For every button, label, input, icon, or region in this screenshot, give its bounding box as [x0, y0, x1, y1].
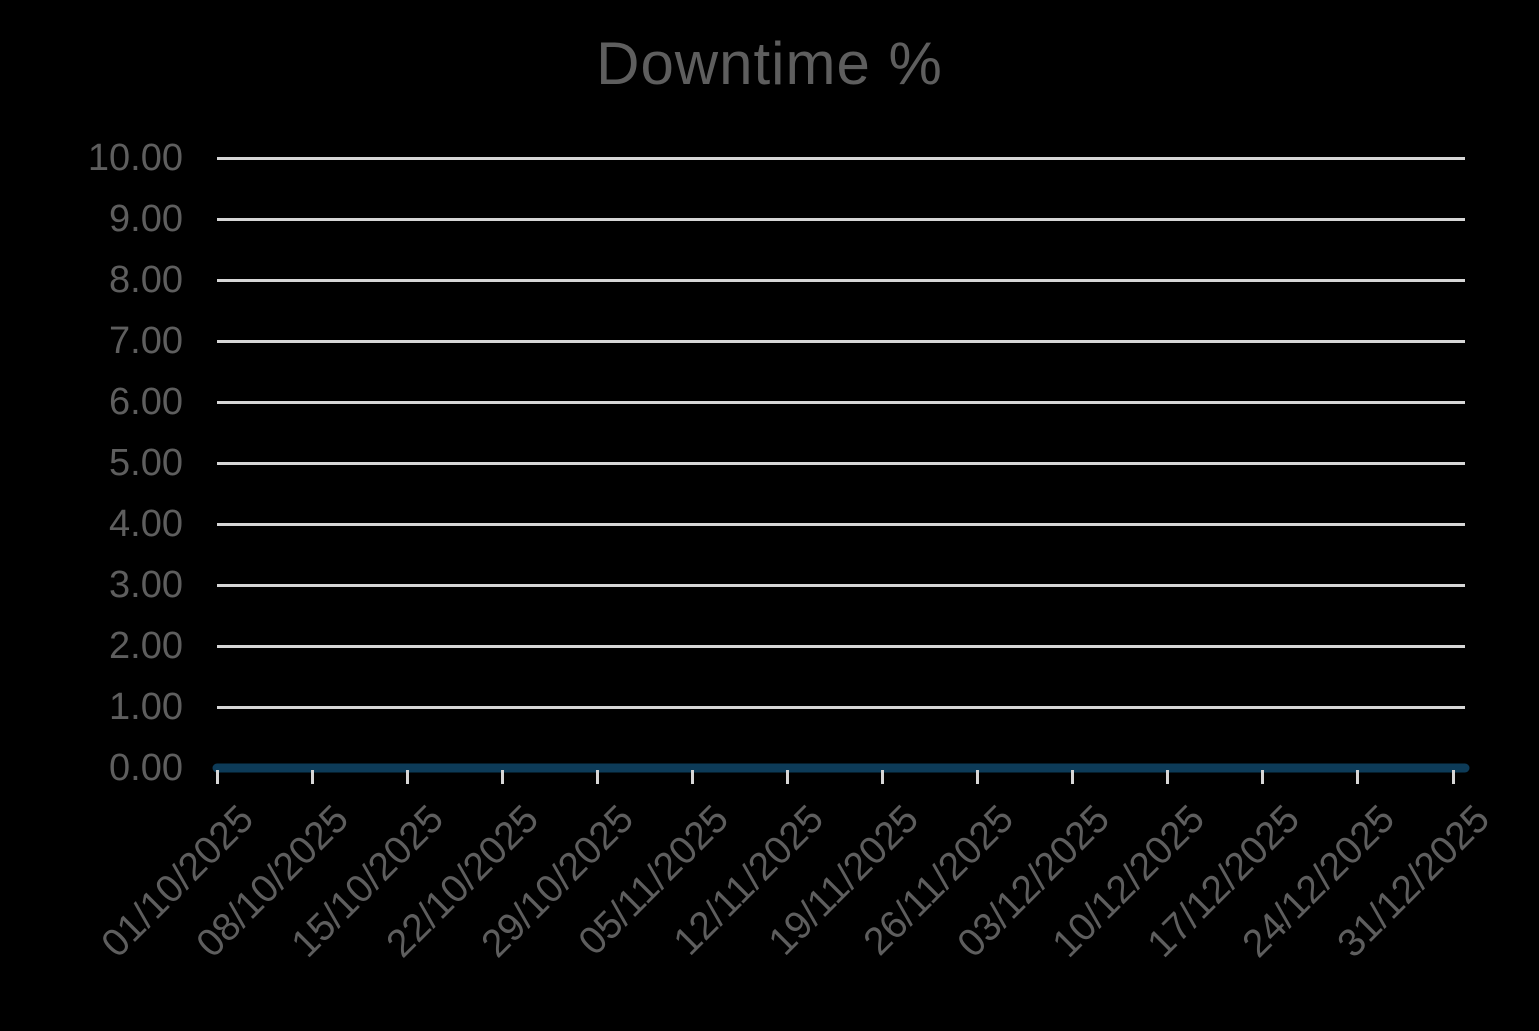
y-axis-tick-label: 4.00: [109, 503, 183, 545]
y-axis-tick-label: 3.00: [109, 564, 183, 606]
x-axis-tick: [690, 770, 694, 784]
y-axis-tick-label: 5.00: [109, 442, 183, 484]
y-axis-tick-label: 9.00: [109, 198, 183, 240]
y-axis-tick-label: 0.00: [109, 747, 183, 789]
x-axis-tick: [1261, 770, 1265, 784]
x-axis-tick: [1451, 770, 1455, 784]
plot-area: [212, 156, 1470, 773]
x-axis-tick: [1356, 770, 1360, 784]
gridline: [217, 400, 1465, 404]
x-axis-tick: [405, 770, 409, 784]
gridline: [217, 522, 1465, 526]
x-axis-tick: [595, 770, 599, 784]
gridline: [217, 278, 1465, 282]
series-line: [212, 763, 1470, 773]
x-axis-tick: [976, 770, 980, 784]
y-axis-tick-label: 2.00: [109, 625, 183, 667]
x-axis-tick: [881, 770, 885, 784]
gridline: [217, 705, 1465, 709]
y-axis-tick-label: 10.00: [87, 137, 183, 179]
x-axis-tick: [1166, 770, 1170, 784]
gridline: [217, 644, 1465, 648]
x-axis-tick: [215, 770, 219, 784]
y-axis-tick-label: 8.00: [109, 259, 183, 301]
gridline: [217, 583, 1465, 587]
y-axis-tick-label: 7.00: [109, 320, 183, 362]
chart-title: Downtime %: [596, 30, 943, 97]
y-axis-tick-label: 1.00: [109, 686, 183, 728]
gridline: [217, 217, 1465, 221]
x-axis-tick: [1071, 770, 1075, 784]
gridline: [217, 156, 1465, 160]
x-axis-tick: [500, 770, 504, 784]
gridline: [217, 461, 1465, 465]
gridline: [217, 339, 1465, 343]
x-axis-tick: [310, 770, 314, 784]
x-axis-tick: [785, 770, 789, 784]
y-axis-tick-label: 6.00: [109, 381, 183, 423]
